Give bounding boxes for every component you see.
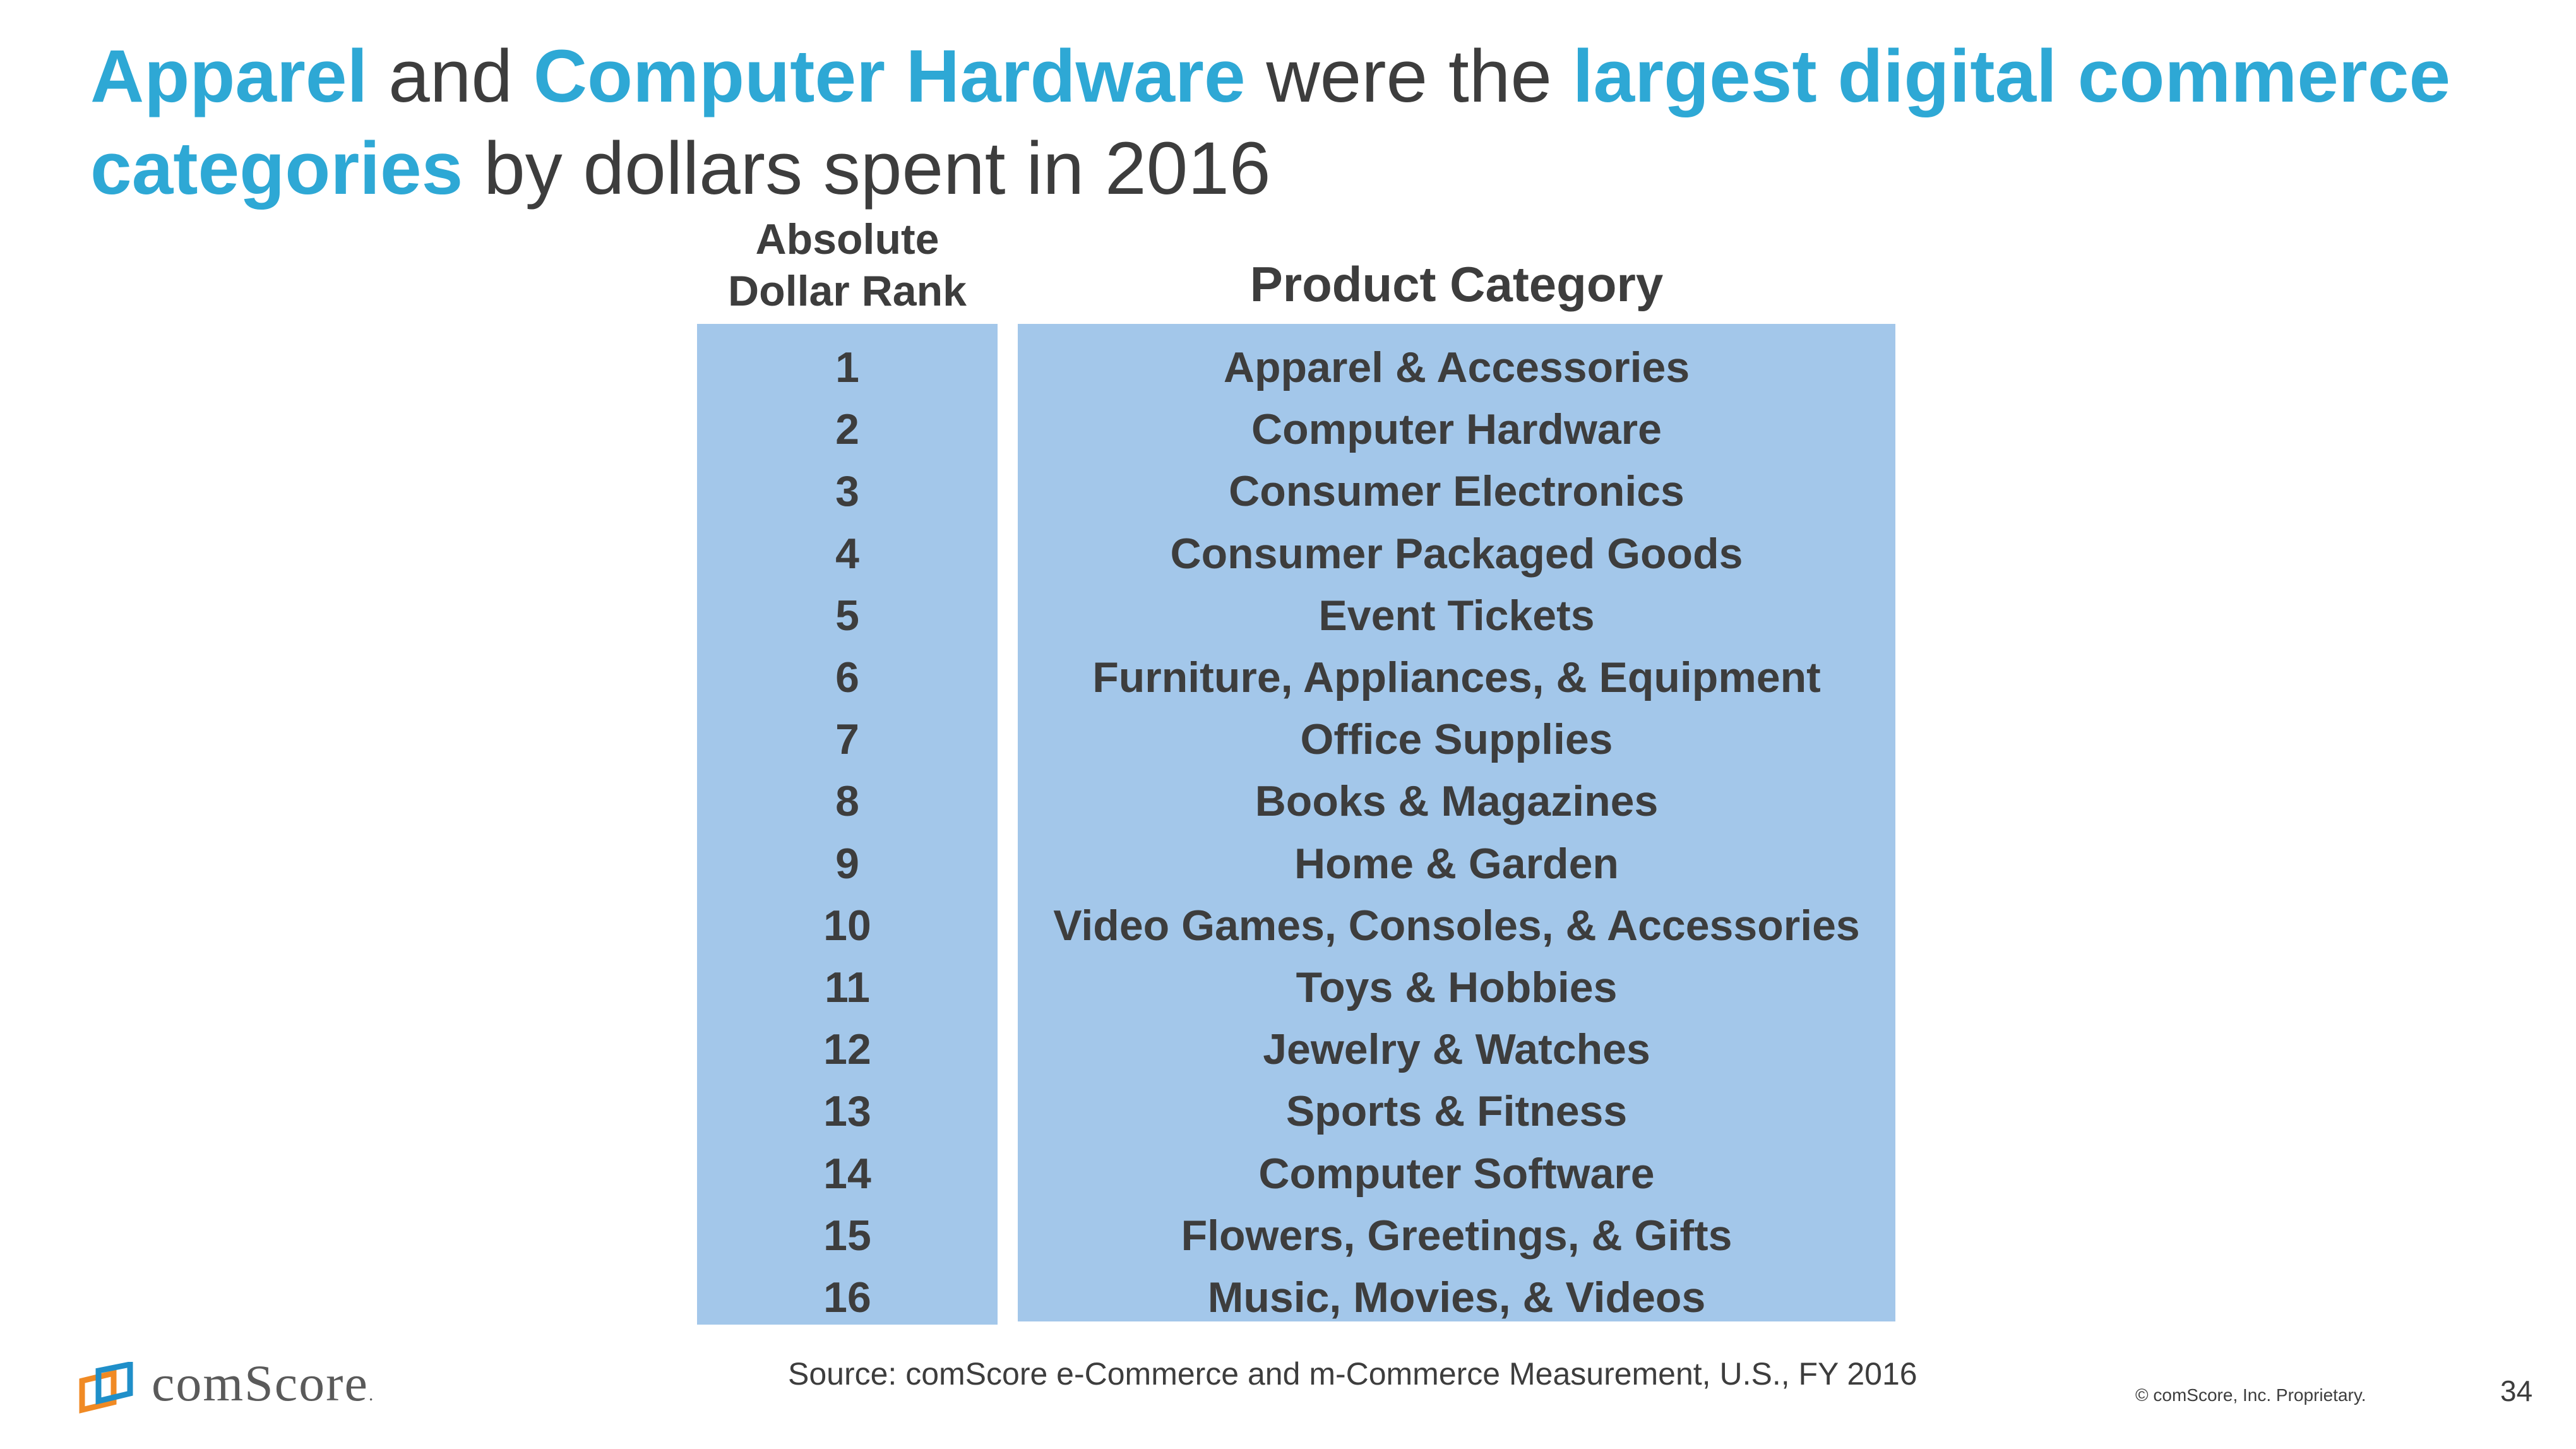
category-cell: Home & Garden	[1294, 839, 1619, 888]
title-text: and	[367, 35, 534, 118]
category-cell: Books & Magazines	[1255, 777, 1659, 826]
category-cell: Consumer Electronics	[1229, 467, 1685, 516]
rank-cell: 3	[835, 467, 859, 516]
source-note: Source: comScore e-Commerce and m-Commer…	[788, 1356, 1917, 1392]
title-highlight-apparel: Apparel	[90, 35, 368, 118]
rank-cell: 7	[835, 715, 859, 764]
rank-cell: 11	[825, 963, 870, 1011]
category-cell: Toys & Hobbies	[1296, 963, 1618, 1011]
title-text: were the	[1245, 35, 1573, 118]
logo-wordmark-mark: .	[368, 1384, 375, 1405]
rank-cell: 14	[823, 1149, 871, 1198]
category-cell: Music, Movies, & Videos	[1207, 1273, 1706, 1321]
rank-cell: 9	[835, 839, 859, 888]
rank-cell: 1	[835, 343, 859, 391]
rank-cell: 16	[823, 1273, 871, 1321]
category-cell: Flowers, Greetings, & Gifts	[1181, 1211, 1732, 1260]
category-column-header: Product Category	[1249, 256, 1664, 312]
rank-cell: 6	[835, 653, 859, 701]
rank-cell: 10	[823, 901, 871, 950]
rank-cell: 13	[823, 1087, 871, 1136]
logo-wordmark-text: comScore	[152, 1354, 369, 1412]
rank-column: 1 2 3 4 5 6 7 8 9 10 11 12 13 14 15 16	[697, 324, 998, 1325]
page-number: 34	[2500, 1374, 2533, 1407]
slide-title: Apparel and Computer Hardware were the l…	[90, 30, 2490, 215]
category-cell: Event Tickets	[1318, 591, 1595, 640]
category-cell: Office Supplies	[1300, 715, 1613, 764]
category-column: Apparel & Accessories Computer Hardware Co…	[1018, 324, 1895, 1321]
category-cell: Sports & Fitness	[1285, 1087, 1628, 1136]
rank-cell: 12	[823, 1025, 871, 1074]
category-cell: Computer Software	[1258, 1149, 1655, 1198]
rank-cell: 5	[835, 591, 859, 640]
title-text: by dollars spent in 2016	[463, 127, 1271, 210]
comscore-logo: comScore.	[77, 1354, 374, 1421]
title-highlight-largest-categories: largest digital commerce categories	[90, 35, 2451, 210]
category-cell: Apparel & Accessories	[1223, 343, 1690, 391]
category-cell: Computer Hardware	[1251, 405, 1662, 454]
logo-wordmark: comScore.	[152, 1352, 374, 1426]
comscore-logo-icon	[79, 1362, 133, 1414]
category-cell: Consumer Packaged Goods	[1170, 529, 1743, 578]
rank-cell: 8	[835, 777, 859, 826]
rank-cell: 2	[835, 405, 859, 454]
category-cell: Video Games, Consoles, & Accessories	[1053, 901, 1860, 950]
category-cell: Jewelry & Watches	[1263, 1025, 1650, 1074]
rank-header-line1: Absolute	[755, 215, 939, 263]
copyright-note: © comScore, Inc. Proprietary.	[2135, 1385, 2366, 1405]
rank-header-line2: Dollar Rank	[728, 267, 967, 315]
rank-cell: 15	[823, 1211, 871, 1260]
title-highlight-computer-hardware: Computer Hardware	[533, 35, 1246, 118]
category-cell: Furniture, Appliances, & Equipment	[1092, 653, 1821, 701]
rank-cell: 4	[835, 529, 859, 578]
rank-column-header: Absolute Dollar Rank	[697, 213, 998, 317]
